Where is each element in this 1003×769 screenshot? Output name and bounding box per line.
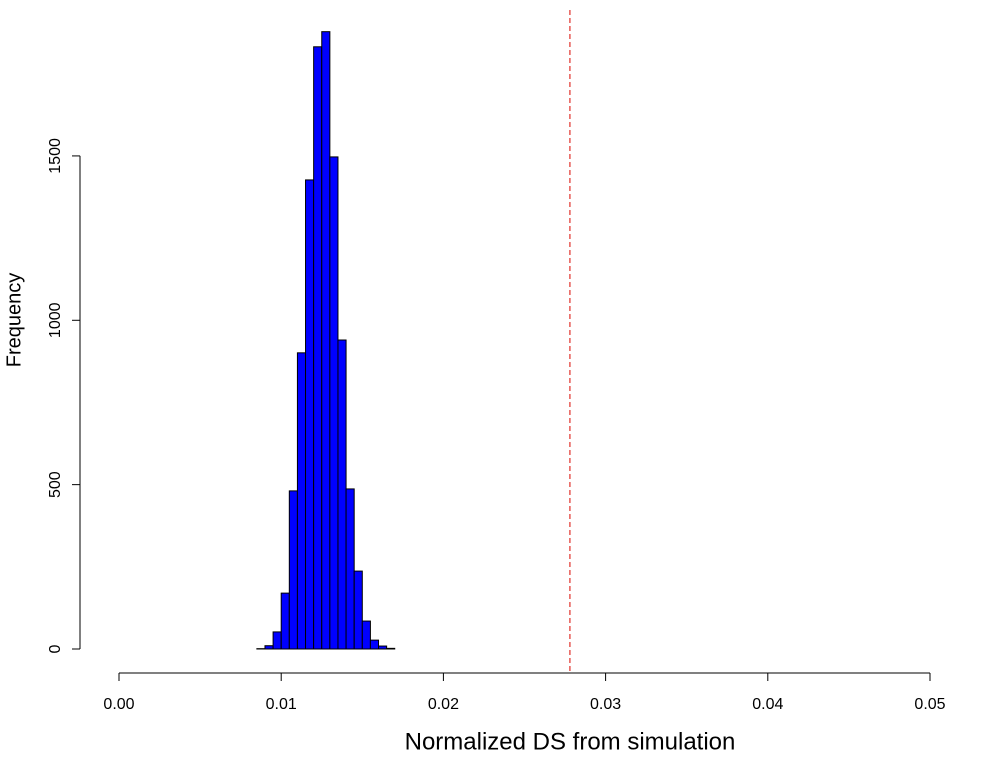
- y-tick-label: 0: [47, 644, 64, 653]
- x-tick-label: 0.05: [914, 696, 945, 713]
- bar: [345, 488, 355, 650]
- x-tick-label: 0.02: [428, 696, 459, 713]
- bar: [386, 647, 396, 650]
- bar: [361, 620, 371, 650]
- bar: [272, 631, 282, 650]
- bar: [329, 156, 339, 650]
- x-tick-label: 0.01: [266, 696, 297, 713]
- bar: [296, 352, 307, 650]
- y-tick-label: 500: [47, 471, 64, 498]
- bar: [378, 645, 388, 650]
- bar: [337, 339, 347, 650]
- y-tick-label: 1000: [47, 302, 64, 338]
- bar: [353, 570, 363, 650]
- bar: [264, 645, 274, 650]
- bar: [288, 490, 298, 650]
- x-tick-label: 0.04: [752, 696, 783, 713]
- y-tick-label: 1500: [47, 138, 64, 174]
- bar: [369, 639, 380, 650]
- bar: [280, 592, 290, 650]
- bar: [321, 31, 331, 650]
- y-axis-label: Frequency: [3, 273, 25, 368]
- x-tick-label: 0.03: [590, 696, 621, 713]
- bar: [313, 46, 323, 650]
- x-tick-label: 0.00: [103, 696, 134, 713]
- bar: [305, 179, 315, 650]
- x-axis-label: Normalized DS from simulation: [405, 728, 736, 755]
